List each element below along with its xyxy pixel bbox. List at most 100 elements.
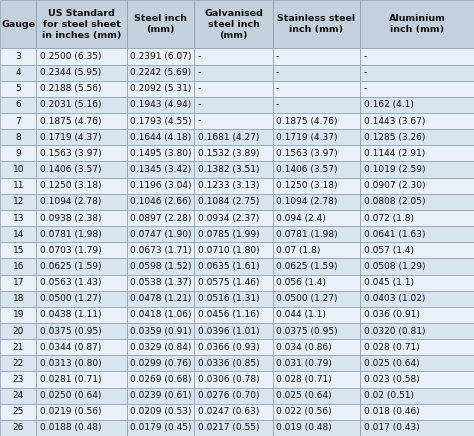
Bar xyxy=(0,97,36,113)
Bar xyxy=(36,307,127,323)
Bar xyxy=(0,48,36,65)
Bar xyxy=(360,355,474,371)
Bar xyxy=(273,0,360,48)
Bar xyxy=(194,371,273,388)
Text: 0.2092 (5.31): 0.2092 (5.31) xyxy=(130,84,191,93)
Bar xyxy=(360,145,474,161)
Bar xyxy=(273,129,360,145)
Bar xyxy=(194,259,273,275)
Bar xyxy=(36,194,127,210)
Text: 24: 24 xyxy=(13,391,24,400)
Bar xyxy=(36,161,127,177)
Bar xyxy=(127,177,194,194)
Bar xyxy=(127,65,194,81)
Bar xyxy=(194,226,273,242)
Bar xyxy=(360,97,474,113)
Bar xyxy=(360,81,474,97)
Text: 0.1443 (3.67): 0.1443 (3.67) xyxy=(364,116,425,126)
Text: -: - xyxy=(198,68,201,77)
Bar xyxy=(194,194,273,210)
Text: 3: 3 xyxy=(15,52,21,61)
Text: 0.0276 (0.70): 0.0276 (0.70) xyxy=(198,391,259,400)
Text: 0.2188 (5.56): 0.2188 (5.56) xyxy=(40,84,101,93)
Text: Galvanised
steel inch
(mm): Galvanised steel inch (mm) xyxy=(204,9,263,40)
Text: 25: 25 xyxy=(13,407,24,416)
Bar xyxy=(194,355,273,371)
Text: 0.0359 (0.91): 0.0359 (0.91) xyxy=(130,327,191,336)
Text: 0.1644 (4.18): 0.1644 (4.18) xyxy=(130,133,191,142)
Bar xyxy=(360,291,474,307)
Bar xyxy=(127,259,194,275)
Bar xyxy=(360,275,474,291)
Text: 0.0703 (1.79): 0.0703 (1.79) xyxy=(40,246,101,255)
Text: 23: 23 xyxy=(13,375,24,384)
Bar xyxy=(273,371,360,388)
Text: -: - xyxy=(364,52,367,61)
Text: 0.019 (0.48): 0.019 (0.48) xyxy=(276,423,332,433)
Text: 0.0336 (0.85): 0.0336 (0.85) xyxy=(198,359,259,368)
Text: 0.022 (0.56): 0.022 (0.56) xyxy=(276,407,331,416)
Text: 20: 20 xyxy=(13,327,24,336)
Bar xyxy=(194,0,273,48)
Bar xyxy=(0,65,36,81)
Bar xyxy=(0,404,36,420)
Bar xyxy=(127,161,194,177)
Text: 14: 14 xyxy=(13,230,24,238)
Bar xyxy=(127,113,194,129)
Bar xyxy=(273,404,360,420)
Bar xyxy=(194,291,273,307)
Bar xyxy=(127,81,194,97)
Text: 0.1094 (2.78): 0.1094 (2.78) xyxy=(276,198,337,206)
Text: US Standard
for steel sheet
in inches (mm): US Standard for steel sheet in inches (m… xyxy=(42,9,121,40)
Bar xyxy=(194,307,273,323)
Text: 0.0418 (1.06): 0.0418 (1.06) xyxy=(130,310,191,320)
Text: 0.0538 (1.37): 0.0538 (1.37) xyxy=(130,278,191,287)
Bar xyxy=(273,65,360,81)
Text: 0.017 (0.43): 0.017 (0.43) xyxy=(364,423,419,433)
Bar xyxy=(194,65,273,81)
Text: 21: 21 xyxy=(13,343,24,352)
Text: 17: 17 xyxy=(12,278,24,287)
Bar xyxy=(360,420,474,436)
Text: 0.0179 (0.45): 0.0179 (0.45) xyxy=(130,423,191,433)
Bar xyxy=(273,307,360,323)
Bar xyxy=(194,210,273,226)
Text: 0.0508 (1.29): 0.0508 (1.29) xyxy=(364,262,425,271)
Text: 11: 11 xyxy=(12,181,24,190)
Text: 0.1719 (4.37): 0.1719 (4.37) xyxy=(40,133,101,142)
Text: 0.2031 (5.16): 0.2031 (5.16) xyxy=(40,100,101,109)
Text: 8: 8 xyxy=(15,133,21,142)
Bar xyxy=(127,226,194,242)
Text: 15: 15 xyxy=(12,246,24,255)
Bar xyxy=(273,210,360,226)
Text: 0.0366 (0.93): 0.0366 (0.93) xyxy=(198,343,259,352)
Bar xyxy=(127,0,194,48)
Bar xyxy=(36,275,127,291)
Bar xyxy=(194,145,273,161)
Bar xyxy=(0,275,36,291)
Text: 0.0313 (0.80): 0.0313 (0.80) xyxy=(40,359,101,368)
Text: -: - xyxy=(198,52,201,61)
Bar xyxy=(127,420,194,436)
Text: -: - xyxy=(198,116,201,126)
Bar xyxy=(36,371,127,388)
Bar xyxy=(360,129,474,145)
Bar xyxy=(36,226,127,242)
Bar xyxy=(273,161,360,177)
Text: 0.1875 (4.76): 0.1875 (4.76) xyxy=(40,116,101,126)
Text: 0.0188 (0.48): 0.0188 (0.48) xyxy=(40,423,101,433)
Bar xyxy=(36,323,127,339)
Text: 0.094 (2.4): 0.094 (2.4) xyxy=(276,214,326,222)
Text: 7: 7 xyxy=(15,116,21,126)
Bar xyxy=(360,113,474,129)
Text: 0.0781 (1.98): 0.0781 (1.98) xyxy=(40,230,101,238)
Bar xyxy=(273,177,360,194)
Bar xyxy=(36,420,127,436)
Bar xyxy=(194,161,273,177)
Text: 0.02 (0.51): 0.02 (0.51) xyxy=(364,391,413,400)
Text: 26: 26 xyxy=(13,423,24,433)
Bar xyxy=(127,97,194,113)
Text: 0.072 (1.8): 0.072 (1.8) xyxy=(364,214,413,222)
Text: 0.2391 (6.07): 0.2391 (6.07) xyxy=(130,52,191,61)
Text: Aluminium
inch (mm): Aluminium inch (mm) xyxy=(389,14,446,34)
